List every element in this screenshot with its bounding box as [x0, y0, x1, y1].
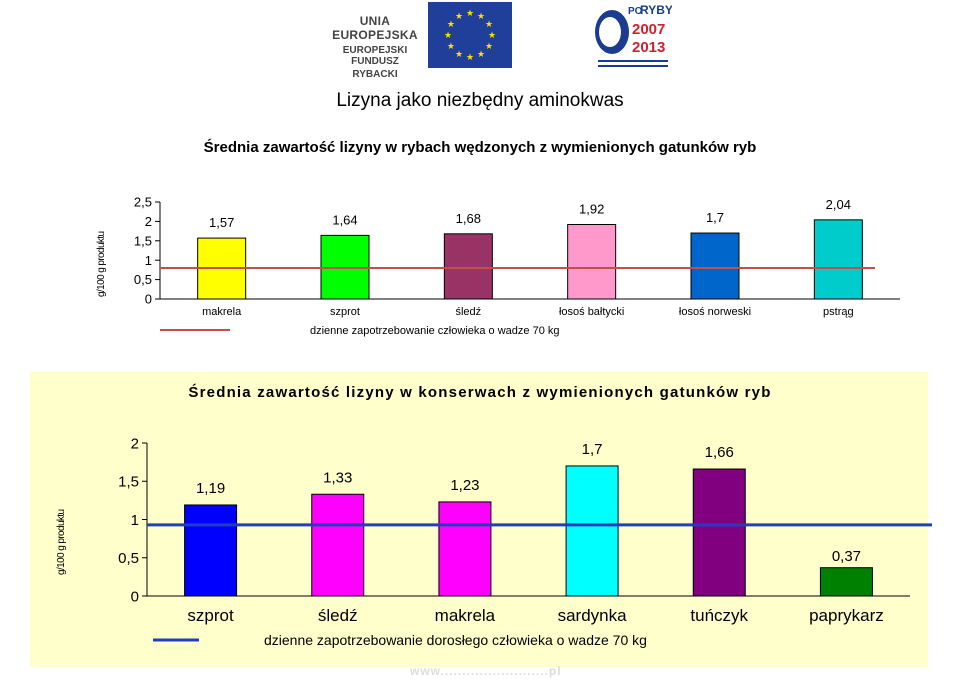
y-tick-label: 2 [145, 214, 152, 229]
bar-5 [690, 232, 740, 300]
eu-logo-line2: EUROPEJSKI FUNDUSZ [342, 45, 408, 67]
bar-6 [819, 567, 873, 597]
eu-stars: ★ ★★★★★★★★★★★ [444, 8, 496, 62]
category-label-3: śledź [455, 306, 481, 318]
bar-6 [813, 219, 863, 300]
data-label-1: 1,19 [196, 480, 225, 497]
y-tick-label: 2 [131, 435, 139, 452]
eu-star-icon: ★ [466, 52, 474, 62]
category-label-2: śledź [318, 606, 358, 625]
bar-4 [567, 224, 617, 300]
program-logo: PO RYBY 2007 2013 [592, 2, 673, 74]
bar-3 [443, 233, 493, 300]
category-label-4: sardynka [558, 606, 628, 625]
category-label-5: tuńczyk [690, 606, 748, 625]
chart1-title: Średnia zawartość lizyny w rybach wędzon… [203, 139, 757, 156]
program-logo-po: PO [628, 6, 643, 17]
chart1-svg: 0 0,5 1 1,5 2 2,5 1,57 makrela 1,64 szprot 1,68 śle… [134, 195, 900, 337]
eu-star-icon: ★ [477, 49, 485, 59]
eu-star-icon: ★ [488, 30, 496, 40]
eu-star-icon: ★ [447, 19, 455, 29]
program-logo-2007: 2007 [632, 21, 665, 38]
data-label-5: 1,66 [705, 444, 734, 461]
y-tick-label: 1,5 [134, 233, 152, 248]
eu-star-icon: ★ [485, 41, 493, 51]
bar-3 [438, 501, 492, 597]
data-label-1: 1,57 [209, 215, 234, 230]
y-tick-label: 0 [145, 292, 152, 307]
bar-2 [311, 493, 365, 597]
eu-star-icon: ★ [466, 8, 474, 18]
data-label-5: 1,7 [706, 210, 724, 225]
footer-url: www.........................pl [410, 664, 562, 678]
category-label-3: makrela [435, 606, 496, 625]
legend-label: dzienne zapotrzebowanie człowieka o wadz… [310, 325, 560, 337]
data-label-4: 1,7 [582, 441, 603, 458]
category-label-6: pstrąg [823, 306, 854, 318]
data-label-3: 1,23 [450, 477, 479, 494]
eu-star-icon: ★ [444, 30, 452, 40]
bar-5 [692, 468, 746, 597]
y-tick-label: 2,5 [134, 195, 152, 210]
y-tick-label: 0 [131, 588, 139, 605]
category-label-4: łosoś bałtycki [559, 306, 624, 318]
eu-star-icon: ★ [455, 11, 463, 21]
category-label-1: szprot [187, 606, 234, 625]
bar-4 [565, 465, 619, 597]
category-label-2: szprot [330, 306, 360, 318]
eu-logo-line3: RYBACKI [352, 69, 398, 80]
data-label-2: 1,64 [332, 212, 357, 227]
eu-star-icon: ★ [477, 11, 485, 21]
y-tick-label: 1 [131, 512, 139, 529]
data-label-6: 2,04 [826, 197, 851, 212]
eu-star-icon: ★ [485, 19, 493, 29]
eu-star-icon: ★ [455, 49, 463, 59]
y-tick-label: 0,5 [118, 550, 139, 567]
category-label-5: łosoś norweski [679, 306, 751, 318]
page-title: Lizyna jako niezbędny aminokwas [336, 90, 624, 111]
eu-flag-icon: ★ ★ ★ ★ ★ ★ ★ ★ ★ ★ ★ ★ [428, 2, 512, 68]
data-label-3: 1,68 [456, 211, 481, 226]
y-tick-label: 1 [145, 253, 152, 268]
program-logo-2013: 2013 [632, 39, 665, 56]
data-label-4: 1,92 [579, 202, 604, 217]
category-label-6: paprykarz [809, 606, 884, 625]
chart2-title: Średnia zawartość lizyny w konserwach z … [188, 384, 772, 401]
eu-logo-text: UNIA EUROPEJSKA EUROPEJSKI FUNDUSZ RYBAC… [325, 14, 425, 80]
data-label-6: 0,37 [832, 548, 861, 565]
bar-1 [184, 504, 238, 597]
data-label-2: 1,33 [323, 469, 352, 486]
y-tick-label: 0,5 [134, 272, 152, 287]
eu-logo-line1: UNIA EUROPEJSKA [332, 14, 418, 42]
y-tick-label: 1,5 [118, 474, 139, 491]
eu-star-icon: ★ [447, 41, 455, 51]
program-logo-ryby: RYBY [640, 3, 672, 17]
legend-label: dzienne zapotrzebowanie dorosłego człowi… [264, 632, 647, 648]
category-label-1: makrela [202, 306, 242, 318]
